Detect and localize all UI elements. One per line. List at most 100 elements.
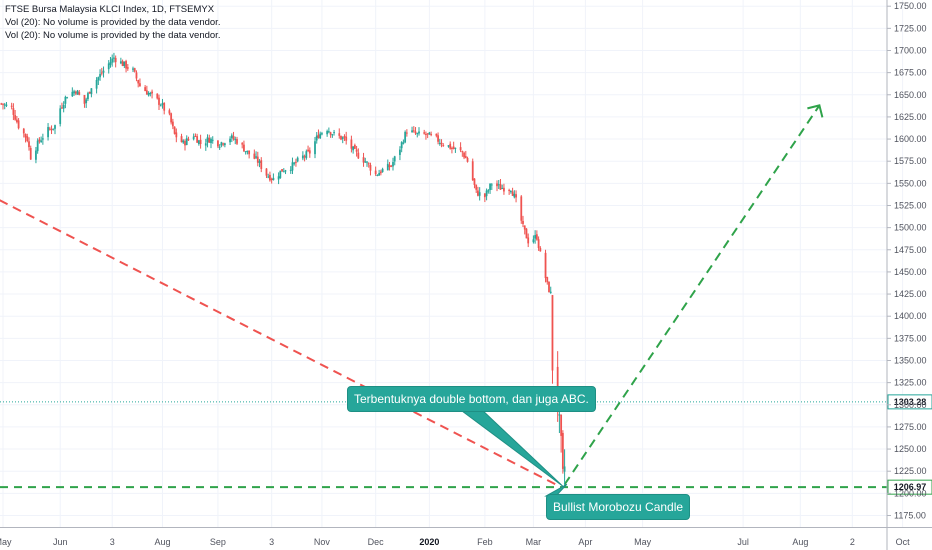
y-tick-label: 1525.00 bbox=[894, 200, 927, 210]
candle-body bbox=[319, 133, 322, 139]
candlestick-series bbox=[0, 52, 566, 486]
candle-body bbox=[343, 136, 346, 138]
candle-body bbox=[260, 160, 263, 169]
candle-body bbox=[454, 147, 457, 149]
candle-body bbox=[357, 152, 360, 159]
candle-body bbox=[3, 104, 6, 106]
candle-body bbox=[243, 144, 245, 152]
candle-body bbox=[64, 96, 67, 104]
y-tick-label: 1200.00 bbox=[894, 488, 927, 498]
candle-body bbox=[440, 142, 443, 145]
candle-body bbox=[168, 110, 171, 114]
candle-body bbox=[442, 145, 445, 147]
candle-body bbox=[426, 133, 429, 135]
candle-body bbox=[549, 291, 552, 294]
price-axis[interactable]: 1175.00 1200.00 1225.00 1250.00 1275.00 1300.… bbox=[886, 0, 927, 550]
candle-body bbox=[326, 131, 329, 135]
candle-body bbox=[404, 131, 407, 143]
candle-body bbox=[367, 163, 370, 165]
candle-body bbox=[41, 138, 44, 140]
callout-double-bottom[interactable]: Terbentuknya double bottom, dan juga ABC… bbox=[347, 386, 596, 412]
candle-body bbox=[345, 136, 348, 141]
candle-body bbox=[544, 252, 547, 279]
candle-body bbox=[156, 93, 159, 99]
candle-body bbox=[414, 131, 417, 134]
candle-body bbox=[551, 295, 554, 371]
y-tick-label: 1225.00 bbox=[894, 466, 927, 476]
candle-body bbox=[483, 193, 486, 198]
candle-body bbox=[145, 90, 148, 95]
candle-body bbox=[194, 136, 197, 138]
candle-body bbox=[40, 140, 43, 143]
y-tick-label: 1550.00 bbox=[894, 178, 927, 188]
candle-body bbox=[88, 91, 91, 94]
candle-body bbox=[229, 138, 231, 143]
candle-body bbox=[338, 133, 341, 136]
y-tick-label: 1575.00 bbox=[894, 156, 927, 166]
candle-body bbox=[90, 88, 93, 95]
time-axis[interactable]: May Jun 3 Aug Sep 3 Nov Dec 2020 Feb Mar Apr May Jul A… bbox=[0, 527, 932, 548]
trend-lines bbox=[0, 104, 824, 489]
candle-body bbox=[139, 83, 141, 87]
y-tick-label: 1500.00 bbox=[894, 223, 927, 233]
candle-body bbox=[293, 162, 296, 164]
candle-body bbox=[144, 87, 147, 92]
candle-body bbox=[295, 161, 297, 163]
candle-body bbox=[66, 97, 69, 99]
y-tick-label: 1450.00 bbox=[894, 267, 927, 277]
candle-body bbox=[199, 139, 202, 144]
candle-body bbox=[133, 68, 136, 72]
candle-body bbox=[97, 77, 100, 81]
candle-body bbox=[475, 184, 478, 190]
candle-body bbox=[119, 61, 122, 64]
candle-body bbox=[489, 183, 491, 190]
candle-body bbox=[187, 139, 190, 141]
price-levels: 1303.28 1206.97 bbox=[0, 394, 932, 495]
candle-body bbox=[175, 132, 178, 138]
candle-body bbox=[185, 138, 188, 145]
candle-body bbox=[210, 138, 212, 144]
candle-body bbox=[520, 196, 523, 221]
candle-body bbox=[135, 72, 138, 79]
candle-body bbox=[73, 91, 75, 94]
candle-body bbox=[539, 248, 542, 252]
candle-body bbox=[206, 137, 209, 143]
candle-body bbox=[561, 432, 564, 469]
candle-body bbox=[508, 189, 511, 191]
candle-body bbox=[425, 134, 427, 136]
callout-morobozu[interactable]: Bullist Morobozu Candle bbox=[546, 494, 691, 520]
candle-body bbox=[466, 158, 469, 162]
candle-body bbox=[399, 149, 401, 155]
candle-body bbox=[113, 57, 115, 59]
y-tick-label: 1625.00 bbox=[894, 112, 927, 122]
candle-body bbox=[388, 165, 391, 168]
candle-body bbox=[352, 146, 355, 151]
candle-body bbox=[289, 169, 292, 171]
y-tick-label: 1375.00 bbox=[894, 333, 927, 343]
candle-body bbox=[340, 135, 342, 140]
candle-body bbox=[111, 58, 114, 63]
candle-body bbox=[314, 141, 316, 155]
candle-body bbox=[208, 137, 211, 143]
candle-body bbox=[490, 184, 493, 186]
y-tick-label: 1700.00 bbox=[894, 45, 927, 55]
price-tag-box bbox=[887, 479, 932, 495]
candle-body bbox=[15, 119, 18, 122]
candle-body bbox=[220, 142, 223, 146]
candle-body bbox=[362, 157, 365, 163]
bullish-projection-line bbox=[563, 104, 821, 486]
candle-body bbox=[218, 146, 221, 148]
candle-body bbox=[36, 140, 39, 152]
candle-body bbox=[412, 130, 415, 132]
candle-body bbox=[0, 103, 3, 105]
candle-body bbox=[223, 143, 226, 146]
candle-body bbox=[534, 235, 537, 239]
candle-body bbox=[236, 139, 238, 144]
candle-body bbox=[418, 131, 420, 134]
bearish-trend-line bbox=[0, 199, 564, 489]
candle-body bbox=[381, 168, 384, 173]
candle-body bbox=[376, 174, 379, 176]
candle-body bbox=[451, 148, 453, 150]
candle-body bbox=[137, 80, 140, 84]
